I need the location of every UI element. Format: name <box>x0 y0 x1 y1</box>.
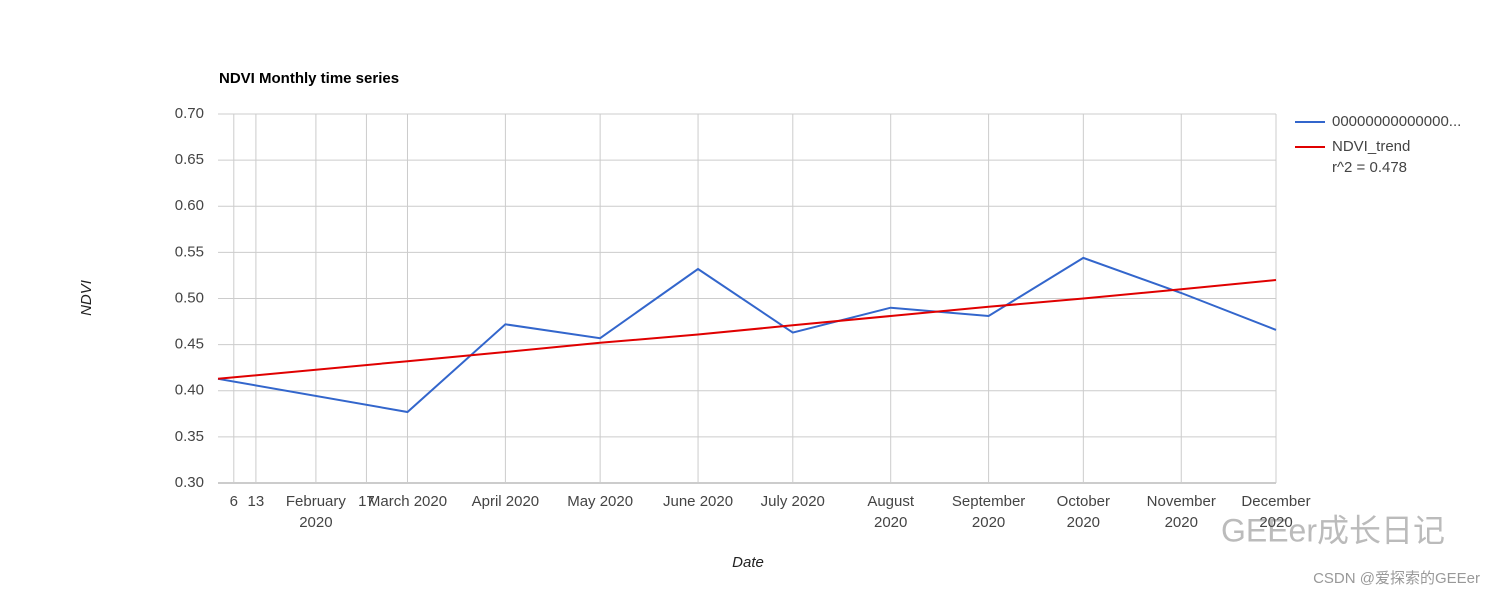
x-tick-label: October 2020 <box>1056 493 1111 531</box>
y-tick-label: 0.35 <box>175 428 204 445</box>
x-tick-label: June 2020 <box>663 493 734 510</box>
watermark: GEEer成长日记 <box>1221 512 1445 548</box>
y-tick-label: 0.60 <box>175 197 204 214</box>
y-tick-label: 0.55 <box>175 243 204 260</box>
y-tick-label: 0.50 <box>175 289 204 306</box>
legend-label: 00000000000000... <box>1332 113 1461 130</box>
data-line <box>217 256 1277 414</box>
x-tick-label: 13 <box>247 493 265 510</box>
x-tick-label: April 2020 <box>471 493 540 510</box>
x-tick-label: September 2020 <box>951 493 1026 531</box>
x-tick-label: August 2020 <box>867 493 915 531</box>
chart-title: NDVI Monthly time series <box>219 70 399 87</box>
x-tick-label: May 2020 <box>567 493 634 510</box>
x-tick-label: March 2020 <box>367 493 448 510</box>
x-axis-label: Date <box>732 554 764 571</box>
x-tick-label: December 2020 <box>1241 493 1311 531</box>
y-tick-label: 0.45 <box>175 336 204 353</box>
y-tick-label: 0.30 <box>175 474 204 491</box>
x-tick-label: 6 <box>229 493 238 510</box>
y-tick-label: 0.70 <box>175 105 204 122</box>
x-tick-label: November 2020 <box>1146 493 1216 531</box>
y-tick-label: 0.40 <box>175 382 204 399</box>
watermark-credit: CSDN @爱探索的GEEer <box>1313 570 1480 587</box>
trend-label: r^2 = 0.478 <box>1332 159 1407 176</box>
legend-label: NDVI_trend <box>1332 138 1410 155</box>
x-tick-label: July 2020 <box>760 493 825 510</box>
y-tick-label: 0.65 <box>175 151 204 168</box>
x-tick-label: February 2020 <box>285 493 346 531</box>
grid <box>218 113 1277 484</box>
x-tick-label: 17 <box>358 493 375 510</box>
y-axis-label: NDVI <box>78 280 95 316</box>
data-line <box>217 279 1277 380</box>
